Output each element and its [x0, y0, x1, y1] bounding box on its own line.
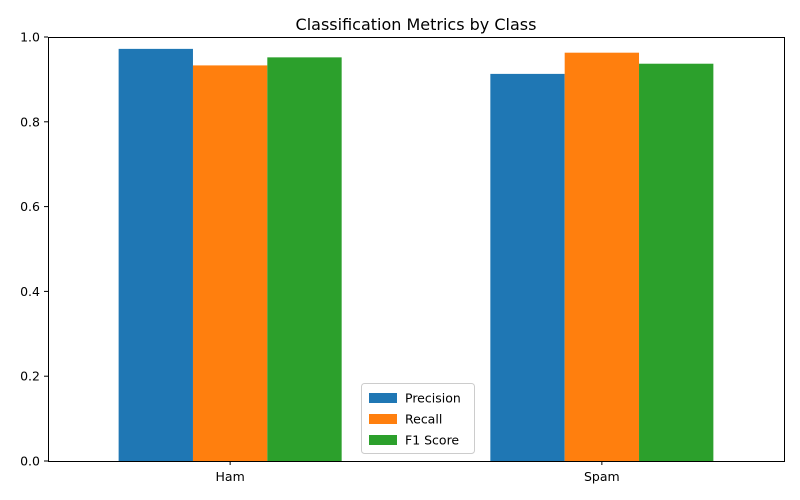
bar-precision-spam — [490, 73, 565, 461]
x-axis: Ham Spam — [216, 461, 620, 484]
y-tick-label: 0.2 — [20, 369, 40, 384]
legend-label: Precision — [405, 391, 461, 406]
legend-label: Recall — [405, 412, 442, 427]
y-tick-label: 0.6 — [20, 199, 40, 214]
bar-f1-score-ham — [267, 57, 342, 462]
bar-precision-ham — [118, 48, 193, 461]
legend: Precision Recall F1 Score — [361, 383, 475, 454]
x-tick-label: Spam — [584, 469, 620, 484]
bar-recall-ham — [192, 65, 268, 462]
chart-title: Classification Metrics by Class — [296, 15, 537, 34]
legend-swatch — [369, 393, 397, 403]
legend-swatch — [369, 414, 397, 424]
bar-recall-spam — [564, 52, 640, 462]
y-tick-label: 0.8 — [20, 114, 40, 129]
y-tick-label: 0.4 — [20, 284, 40, 299]
legend-label: F1 Score — [405, 433, 459, 448]
bars-group — [118, 48, 714, 462]
x-tick-label: Ham — [216, 469, 245, 484]
plot-frame — [48, 37, 785, 462]
y-axis: 0.0 0.2 0.4 0.6 0.8 1.0 — [20, 30, 48, 469]
legend-swatch — [369, 435, 397, 445]
y-tick-label: 0.0 — [20, 454, 40, 469]
bar-f1-score-spam — [639, 63, 714, 461]
y-tick-label: 1.0 — [20, 30, 40, 45]
